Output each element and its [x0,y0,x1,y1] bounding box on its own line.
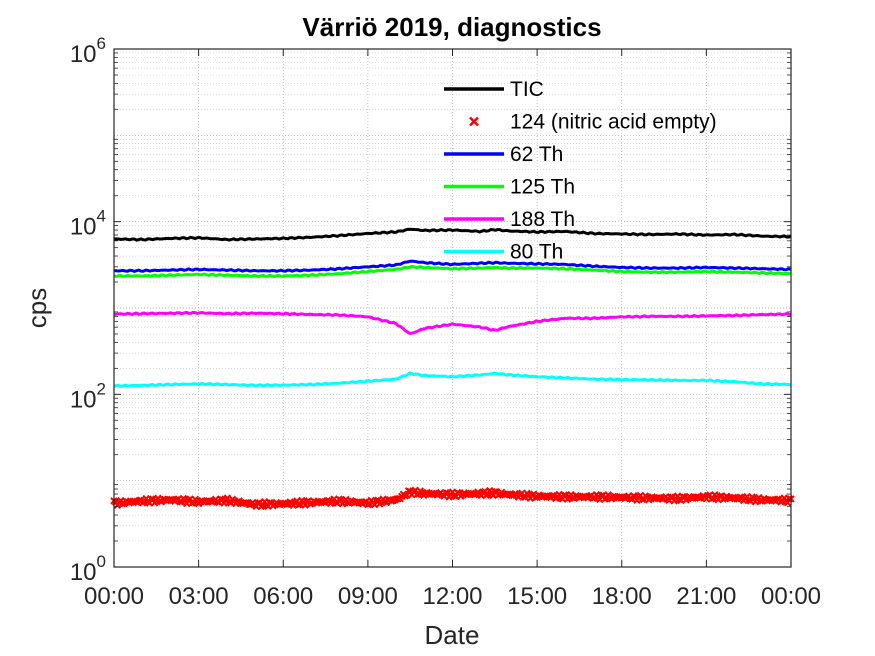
grid [114,49,791,567]
legend-label: 124 (nitric acid empty) [510,111,717,134]
axes: 00:00 03:00 06:00 09:00 12:00 15:00 18:00 21:00… [70,34,821,610]
series-125-th [113,264,792,279]
x-tick-label: 15:00 [507,583,567,610]
series-62-th [113,259,792,273]
legend-label: 80 Th [510,241,563,264]
y-axis-label: cps [22,288,52,328]
y-tick-label: 100 [70,552,106,586]
legend-label: 188 Th [510,208,575,231]
x-tick-label: 12:00 [422,583,482,610]
x-tick-label: 18:00 [592,583,652,610]
series-layer [110,227,795,511]
series-tic [113,227,792,242]
legend-item-80-th: 80 Th [444,241,563,264]
legend-label: 62 Th [510,143,563,166]
x-tick-label: 06:00 [253,583,313,610]
legend-item-125-th: 125 Th [444,176,575,199]
series-80-th [113,371,791,388]
legend-item-188-th: 188 Th [444,208,575,231]
legend-label: TIC [510,78,544,101]
series-124-nitric-acid-empty [110,486,795,511]
chart-title: Värriö 2019, diagnostics [302,12,601,42]
x-tick-label: 09:00 [338,583,398,610]
y-tick-label: 104 [70,207,106,241]
legend-label: 125 Th [510,176,575,199]
legend-item-124-nitric-acid-empty: 124 (nitric acid empty) [469,111,717,134]
y-tick-label: 102 [70,379,106,413]
x-tick-label: 03:00 [169,583,229,610]
y-tick-label: 106 [70,34,106,68]
series-188-th [114,310,792,335]
x-tick-label: 00:00 [761,583,821,610]
x-axis-label: Date [425,620,480,650]
legend: TIC 124 (nitric acid empty) 62 Th 125 Th 188… [444,78,717,264]
legend-marker [469,116,479,127]
x-tick-label: 00:00 [84,583,144,610]
x-tick-label: 21:00 [676,583,736,610]
legend-item-tic: TIC [444,78,544,101]
legend-item-62-th: 62 Th [444,143,563,166]
